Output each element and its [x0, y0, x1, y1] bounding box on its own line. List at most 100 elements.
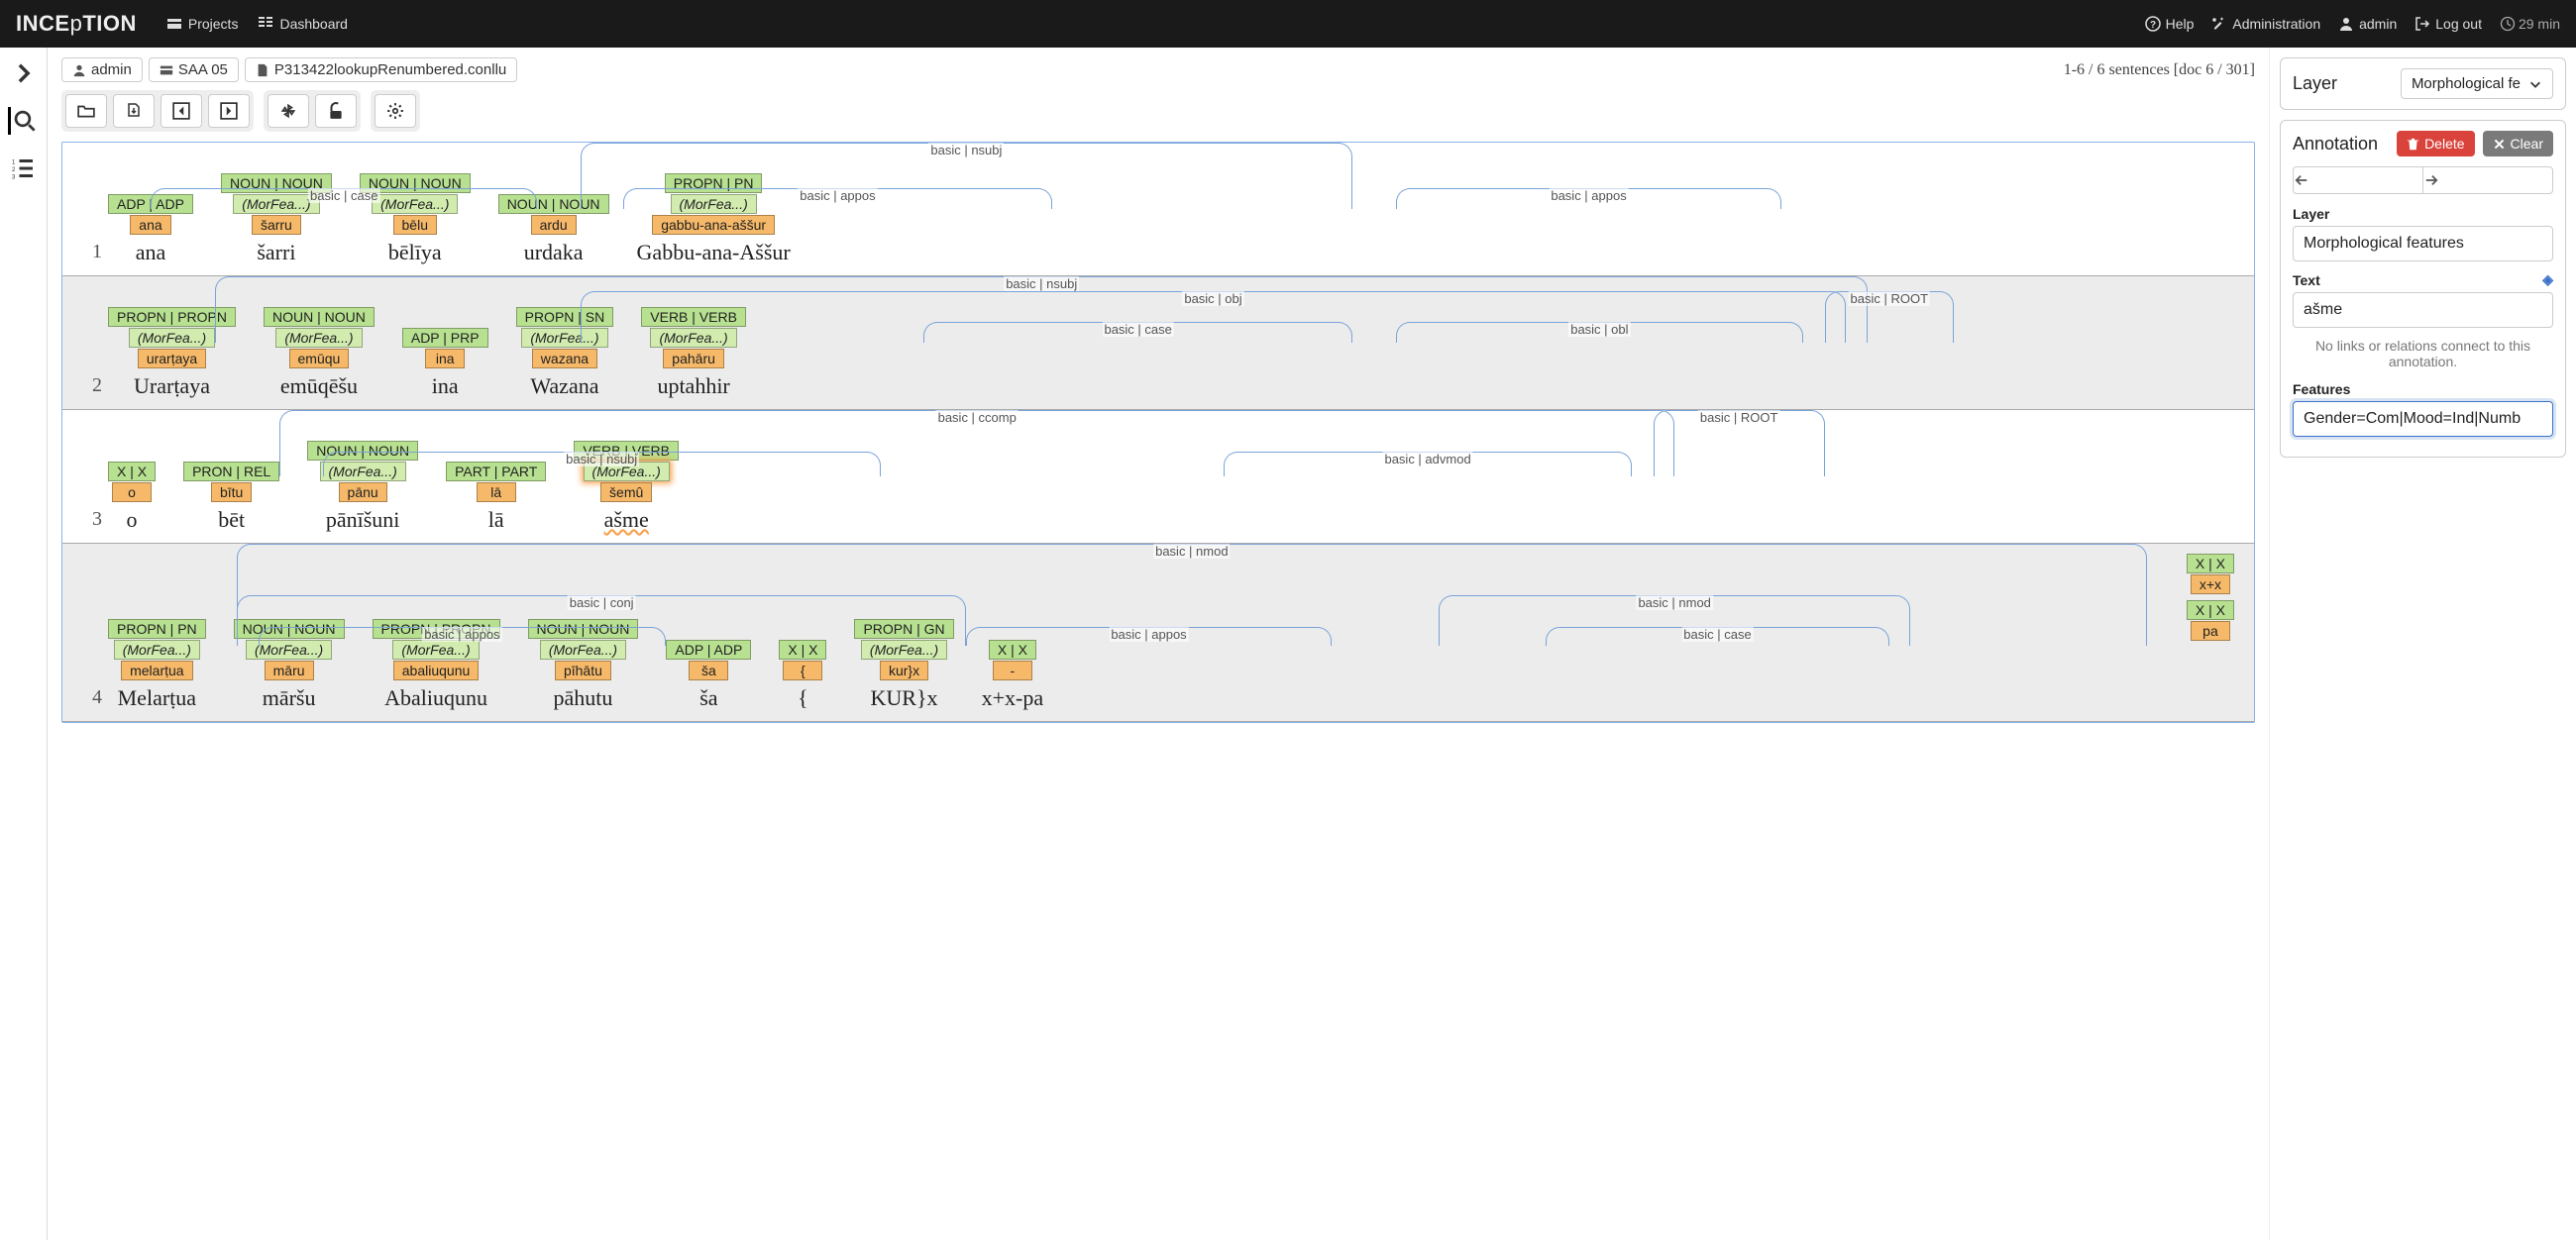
- annotation-card: Annotation Delete Clear Layer Morphologi…: [2280, 120, 2566, 458]
- breadcrumb-row: admin SAA 05 P313422lookupRenumbered.con…: [61, 57, 2255, 82]
- nav-help[interactable]: ?Help: [2145, 16, 2195, 32]
- layer-label: Layer: [2293, 73, 2337, 94]
- pos-tag[interactable]: X | X: [2187, 554, 2234, 573]
- settings-button[interactable]: [375, 94, 416, 128]
- arc-label[interactable]: basic | case: [308, 188, 379, 203]
- arc-label[interactable]: basic | nsubj: [564, 452, 639, 466]
- sentence-number: 1: [62, 241, 102, 263]
- sidebar-expand[interactable]: [10, 59, 38, 87]
- token-text[interactable]: ana: [136, 240, 166, 265]
- token-text[interactable]: māršu: [263, 685, 316, 711]
- token-text[interactable]: lā: [488, 507, 504, 533]
- features-heading: Features: [2293, 381, 2553, 397]
- token-text[interactable]: emūqēšu: [280, 373, 358, 399]
- token-text[interactable]: KUR}x: [871, 685, 938, 711]
- nav-projects[interactable]: Projects: [166, 16, 239, 32]
- token-text[interactable]: bēlīya: [388, 240, 442, 265]
- layer-heading: Layer: [2293, 206, 2553, 222]
- sentence-row: 4 basic | nmod basic | conj basic | nmod bas…: [62, 544, 2254, 722]
- brand-logo: INCEpTION: [16, 11, 137, 37]
- arc-label[interactable]: basic | obj: [1182, 291, 1243, 306]
- svg-text:?: ?: [2150, 20, 2156, 31]
- token-text[interactable]: Abaliuqunu: [384, 685, 487, 711]
- sidebar-search[interactable]: [8, 107, 36, 135]
- toolbar: [61, 90, 2255, 132]
- token-text[interactable]: uptahhir: [657, 373, 729, 399]
- layer-selector-card: Layer Morphological fe: [2280, 57, 2566, 110]
- next-page-button[interactable]: [208, 94, 250, 128]
- arc-label[interactable]: basic | advmod: [1382, 452, 1472, 466]
- token-text[interactable]: pāhutu: [554, 685, 613, 711]
- sentence-number: 2: [62, 374, 102, 397]
- sentence-number: 4: [62, 686, 102, 709]
- token-stack[interactable]: X | Xx+x: [2187, 554, 2234, 594]
- features-input[interactable]: Gender=Com|Mood=Ind|Numb: [2293, 401, 2553, 437]
- prev-annotation-button[interactable]: [2294, 167, 2423, 193]
- right-panel: Layer Morphological fe Annotation Delete…: [2269, 48, 2576, 1240]
- open-button[interactable]: [65, 94, 107, 128]
- nav-logout[interactable]: Log out: [2415, 16, 2482, 32]
- arc-label[interactable]: basic | ROOT: [1849, 291, 1931, 306]
- arc-label[interactable]: basic | nmod: [1636, 595, 1712, 610]
- top-nav: Projects Dashboard: [166, 16, 348, 32]
- next-annotation-button[interactable]: [2423, 167, 2552, 193]
- arc-label[interactable]: basic | appos: [798, 188, 877, 203]
- topbar: INCEpTION Projects Dashboard ?Help Admin…: [0, 0, 2576, 48]
- pager-info: 1-6 / 6 sentences [doc 6 / 301]: [2064, 61, 2255, 79]
- main-shell: 123 admin SAA 05 P313422lookupRenumbered…: [0, 48, 2576, 1240]
- pin-icon[interactable]: ◈: [2542, 271, 2553, 288]
- token-text[interactable]: ašme: [604, 507, 649, 533]
- layer-select[interactable]: Morphological fe: [2401, 68, 2553, 99]
- svg-text:3: 3: [12, 175, 16, 181]
- nav-administration[interactable]: Administration: [2211, 16, 2320, 32]
- sidebar-list[interactable]: 123: [10, 155, 38, 182]
- lemma-tag[interactable]: pa: [2191, 621, 2230, 641]
- token-text[interactable]: ša: [699, 685, 717, 711]
- token-text[interactable]: urdaka: [524, 240, 584, 265]
- arc-label[interactable]: basic | ccomp: [936, 410, 1019, 425]
- token-text[interactable]: šarri: [257, 240, 295, 265]
- arc-label[interactable]: basic | appos: [422, 627, 501, 642]
- arc-label[interactable]: basic | case: [1681, 627, 1753, 642]
- token-text[interactable]: x+x-pa: [982, 685, 1044, 711]
- text-heading: Text◈: [2293, 271, 2553, 288]
- annotation-canvas[interactable]: 1 basic | nsubj basic | case basic | appos b…: [61, 142, 2255, 723]
- arc-label[interactable]: basic | nsubj: [1004, 276, 1079, 291]
- token-text[interactable]: Gabbu-ana-Aššur: [637, 240, 791, 265]
- token-text[interactable]: Urarṭaya: [134, 373, 210, 399]
- annotation-nav: [2293, 166, 2553, 194]
- token-text[interactable]: Melarṭua: [118, 685, 196, 711]
- sentence-row: 3basic | ccompbasic | ROOTbasic | nsubjb…: [62, 410, 2254, 544]
- arc-label[interactable]: basic | appos: [1109, 627, 1188, 642]
- arc-label[interactable]: basic | nsubj: [928, 143, 1004, 157]
- token-text[interactable]: pānīšuni: [326, 507, 400, 533]
- nav-user[interactable]: admin: [2338, 16, 2397, 32]
- token-text[interactable]: Wazana: [530, 373, 598, 399]
- lemma-tag[interactable]: x+x: [2191, 574, 2230, 594]
- token-text[interactable]: {: [798, 685, 808, 711]
- arc-label[interactable]: basic | obl: [1568, 322, 1630, 337]
- token-text[interactable]: bēt: [218, 507, 245, 533]
- nav-dashboard[interactable]: Dashboard: [258, 16, 348, 32]
- arc-label[interactable]: basic | nmod: [1153, 544, 1230, 559]
- center-pane: admin SAA 05 P313422lookupRenumbered.con…: [48, 48, 2269, 1240]
- token-text[interactable]: ina: [432, 373, 459, 399]
- token-text[interactable]: o: [127, 507, 138, 533]
- token-stack[interactable]: X | Xpa: [2187, 600, 2234, 641]
- svg-text:2: 2: [12, 167, 16, 173]
- clear-button[interactable]: Clear: [2483, 131, 2553, 156]
- lock-button[interactable]: [315, 94, 357, 128]
- pos-tag[interactable]: X | X: [2187, 600, 2234, 620]
- arc-label[interactable]: basic | ROOT: [1698, 410, 1780, 425]
- crumb-user[interactable]: admin: [61, 57, 143, 82]
- delete-button[interactable]: Delete: [2397, 131, 2474, 156]
- top-right: ?Help Administration admin Log out 29 mi…: [2145, 16, 2560, 32]
- crumb-document[interactable]: P313422lookupRenumbered.conllu: [245, 57, 517, 82]
- reset-button[interactable]: [268, 94, 309, 128]
- arc-label[interactable]: basic | case: [1102, 322, 1173, 337]
- arc-label[interactable]: basic | appos: [1549, 188, 1628, 203]
- arc-label[interactable]: basic | conj: [568, 595, 636, 610]
- prev-page-button[interactable]: [161, 94, 202, 128]
- crumb-corpus[interactable]: SAA 05: [149, 57, 239, 82]
- export-button[interactable]: [113, 94, 155, 128]
